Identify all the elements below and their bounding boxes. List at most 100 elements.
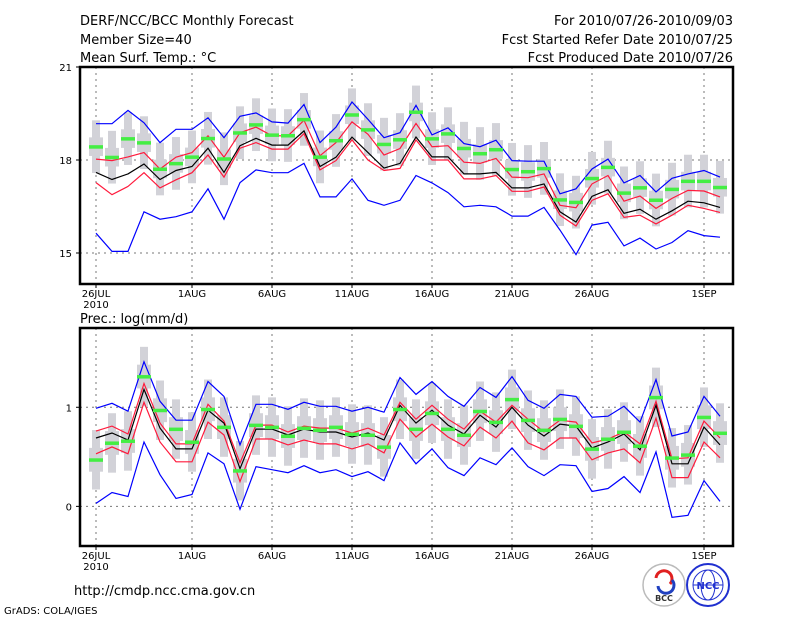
x-tick-label: 26AUG bbox=[575, 551, 610, 562]
climatology-marker bbox=[649, 395, 663, 400]
climatology-marker bbox=[329, 138, 343, 143]
climatology-marker bbox=[601, 437, 615, 441]
climatology-marker bbox=[489, 420, 503, 425]
climatology-marker bbox=[473, 151, 487, 156]
climatology-marker bbox=[617, 191, 631, 195]
x-tick-label: 11AUG bbox=[335, 289, 370, 300]
ncc-logo-text: NCC bbox=[696, 581, 719, 592]
climatology-marker bbox=[89, 458, 103, 462]
bottom-chart-variable: Prec.: log(mm/d) bbox=[80, 312, 188, 327]
climatology-marker bbox=[585, 176, 599, 181]
plot-frame bbox=[78, 326, 735, 548]
x-tick-sublabel: 2010 bbox=[83, 300, 108, 311]
climatology-marker bbox=[153, 167, 167, 171]
climatology-marker bbox=[169, 161, 183, 166]
climatology-marker bbox=[617, 430, 631, 435]
climatology-marker bbox=[569, 424, 583, 429]
climatology-marker bbox=[425, 411, 439, 416]
climatology-marker bbox=[521, 418, 535, 423]
forecast-start-date: Fcst Started Refer Date 2010/07/25 bbox=[502, 33, 733, 48]
y-tick-label: 0 bbox=[66, 502, 72, 513]
climatology-marker bbox=[505, 167, 519, 172]
bcc-logo: BCC bbox=[642, 563, 686, 607]
climatology-marker bbox=[473, 409, 487, 414]
x-tick-label: 1SEP bbox=[691, 289, 716, 300]
x-tick-label: 26AUG bbox=[575, 289, 610, 300]
x-tick-label: 21AUG bbox=[495, 289, 530, 300]
climatology-marker bbox=[713, 431, 727, 436]
x-tick-label: 11AUG bbox=[335, 551, 370, 562]
series-line-min bbox=[95, 162, 721, 256]
climatology-marker bbox=[89, 145, 103, 149]
x-tick-label: 21AUG bbox=[495, 551, 530, 562]
climatology-marker bbox=[665, 187, 679, 192]
climatology-marker bbox=[409, 427, 423, 432]
climatology-marker bbox=[345, 432, 359, 437]
climatology-marker bbox=[217, 425, 231, 430]
climatology-marker bbox=[249, 123, 263, 127]
figure-title: DERF/NCC/BCC Monthly Forecast bbox=[80, 14, 294, 29]
climatology-marker bbox=[393, 407, 407, 412]
climatology-marker bbox=[601, 165, 615, 170]
y-tick-label: 21 bbox=[59, 63, 72, 74]
top-chart-variable: Mean Surf. Temp.: °C bbox=[80, 51, 216, 66]
climatology-marker bbox=[281, 434, 295, 439]
forecast-produced-date: Fcst Produced Date 2010/07/26 bbox=[528, 51, 733, 66]
series-line-upper bbox=[95, 119, 721, 210]
series-line-mean bbox=[95, 387, 721, 471]
climatology-marker bbox=[537, 166, 551, 171]
climatology-marker bbox=[313, 155, 327, 159]
x-tick-label: 6AUG bbox=[258, 289, 286, 300]
climatology-marker bbox=[457, 433, 471, 438]
climatology-marker bbox=[105, 441, 119, 445]
climatology-marker bbox=[105, 155, 119, 160]
climatology-marker bbox=[361, 433, 375, 438]
climatology-marker bbox=[633, 444, 647, 448]
climatology-marker bbox=[697, 415, 711, 420]
y-tick-label: 18 bbox=[59, 156, 72, 167]
climatology-marker bbox=[281, 134, 295, 138]
climatology-marker bbox=[233, 469, 247, 473]
climatology-marker bbox=[649, 198, 663, 202]
climatology-marker bbox=[217, 157, 231, 161]
climatology-marker bbox=[665, 456, 679, 460]
climatology-marker bbox=[185, 440, 199, 444]
climatology-marker bbox=[633, 186, 647, 190]
series-line-upper bbox=[95, 381, 721, 465]
climatology-marker bbox=[681, 453, 695, 457]
climatology-marker bbox=[377, 445, 391, 449]
climatology-marker bbox=[697, 179, 711, 184]
bcc-logo-text: BCC bbox=[655, 594, 673, 603]
forecast-period: For 2010/07/26-2010/09/03 bbox=[554, 14, 733, 29]
climatology-marker bbox=[393, 138, 407, 142]
climatology-marker bbox=[297, 426, 311, 431]
source-url[interactable]: http://cmdp.ncc.cma.gov.cn bbox=[74, 584, 255, 599]
x-tick-sublabel: 2010 bbox=[83, 562, 108, 573]
climatology-marker bbox=[425, 137, 439, 141]
x-tick-label: 1AUG bbox=[178, 551, 206, 562]
climatology-marker bbox=[265, 425, 279, 430]
ncc-logo: NCC bbox=[686, 563, 730, 607]
climatology-marker bbox=[249, 423, 263, 428]
climatology-marker bbox=[345, 113, 359, 117]
climatology-marker bbox=[121, 439, 135, 443]
x-tick-label: 1SEP bbox=[691, 551, 716, 562]
climatology-marker bbox=[569, 200, 583, 205]
climatology-marker bbox=[201, 136, 215, 141]
climatology-marker bbox=[233, 131, 247, 135]
member-size: Member Size=40 bbox=[80, 33, 192, 48]
climatology-marker bbox=[265, 133, 279, 137]
climatology-marker bbox=[457, 146, 471, 151]
y-tick-label: 1 bbox=[66, 403, 72, 414]
x-tick-label: 16AUG bbox=[415, 289, 450, 300]
climatology-marker bbox=[169, 427, 183, 432]
climatology-marker bbox=[137, 375, 151, 379]
climatology-marker bbox=[585, 447, 599, 451]
climatology-marker bbox=[409, 110, 423, 114]
climatology-marker bbox=[553, 417, 567, 422]
climatology-marker bbox=[489, 147, 503, 152]
plot-frame bbox=[78, 65, 735, 286]
